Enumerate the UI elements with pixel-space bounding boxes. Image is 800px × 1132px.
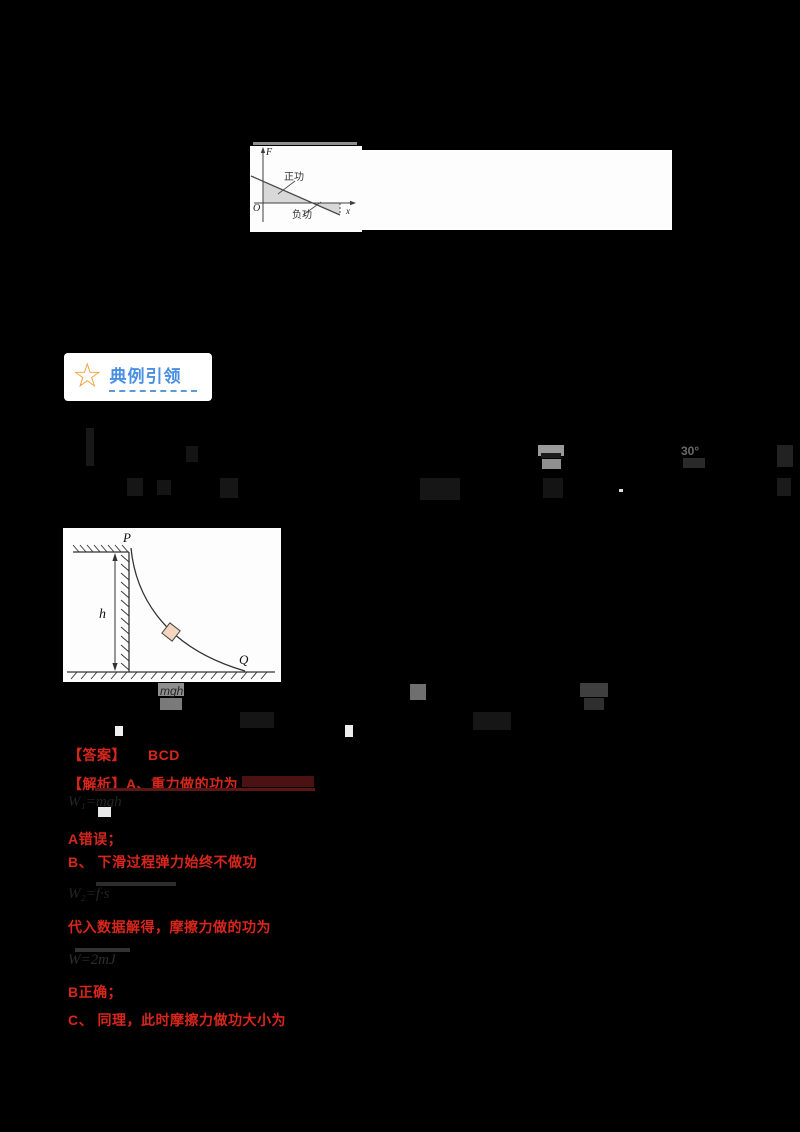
x-axis-label: x	[345, 206, 350, 216]
illegible-text-smudge	[473, 712, 511, 730]
illegible-text-smudge	[777, 478, 791, 496]
point-q-label: Q	[239, 652, 249, 667]
fraction-fragment	[538, 445, 564, 456]
slope-curve	[130, 547, 246, 672]
illegible-text-smudge	[157, 480, 171, 495]
illegible-text-smudge	[240, 712, 274, 728]
formula-fragment-box	[158, 683, 184, 696]
ground-hatching	[70, 671, 268, 680]
white-artifact	[115, 726, 123, 736]
illegible-text-smudge	[683, 458, 705, 468]
substitute-line: 代入数据解得，摩擦力做的功为	[68, 919, 271, 935]
white-artifact	[619, 489, 623, 492]
fraction-fragment	[542, 459, 561, 469]
formula-fragment-box	[584, 698, 604, 710]
mgh-fragment: mgh	[160, 684, 184, 698]
illegible-text-smudge	[86, 428, 94, 466]
height-label: h	[99, 607, 106, 622]
answer-label: 【答案】	[68, 747, 126, 763]
formula-fragment-box	[410, 684, 426, 700]
b-option-line: B、 下滑过程弹力始终不做功	[68, 854, 257, 870]
x-axis-arrow	[350, 200, 356, 206]
dark-red-rule	[95, 788, 315, 791]
star-icon: ☆	[72, 356, 103, 395]
white-artifact	[345, 725, 353, 737]
formula-fragment-box	[160, 698, 182, 710]
illegible-text-smudge	[420, 478, 460, 500]
origin-label: O	[253, 203, 260, 214]
illegible-text-smudge	[186, 446, 198, 462]
faint-formula-3: W=2mJ	[68, 952, 116, 968]
illegible-text-smudge	[543, 478, 563, 498]
positive-work-label: 正功	[284, 171, 304, 183]
b-correct-line: B正确；	[68, 984, 123, 1000]
badge-dashed-underline	[109, 390, 198, 392]
sliding-block	[161, 622, 181, 642]
illegible-text-smudge	[96, 882, 176, 886]
strip-top-border	[253, 142, 357, 145]
badge-title: 典例引领	[109, 367, 182, 386]
answer-line: 【答案】 BCD	[68, 745, 180, 765]
faint-formula-1: W₁=mgh	[68, 794, 122, 810]
illegible-text-smudge	[75, 948, 130, 952]
answer-value: BCD	[148, 747, 180, 763]
ledge-hatching	[72, 544, 129, 553]
point-p-label: P	[122, 530, 131, 545]
white-artifact	[98, 807, 111, 817]
f-axis-label: F	[265, 147, 273, 158]
fraction-bar-fragment	[541, 453, 561, 458]
a-wrong-line: A错误；	[68, 831, 123, 847]
illegible-text-smudge	[127, 478, 143, 496]
c-option-line: C、 同理，此时摩擦力做功大小为	[68, 1012, 286, 1028]
example-section-badge: ☆ 典例引领	[64, 353, 212, 401]
angle-fragment: 30°	[681, 444, 700, 458]
curved-slope-diagram: P Q h	[63, 528, 281, 682]
force-displacement-graph: F x O 正功 负功	[250, 146, 362, 232]
faint-formula-2: W₂=f·s	[68, 886, 110, 902]
wall-hatching	[120, 554, 130, 671]
illegible-text-smudge	[220, 478, 238, 498]
analysis-line: 【解析】A、重力做的功为	[68, 776, 239, 792]
y-axis-arrow	[260, 147, 266, 153]
negative-work-label: 负功	[292, 208, 312, 221]
illegible-text-smudge	[777, 445, 793, 467]
faded-red-text	[242, 776, 314, 787]
formula-fragment-box	[580, 683, 608, 697]
force-line	[250, 175, 341, 216]
